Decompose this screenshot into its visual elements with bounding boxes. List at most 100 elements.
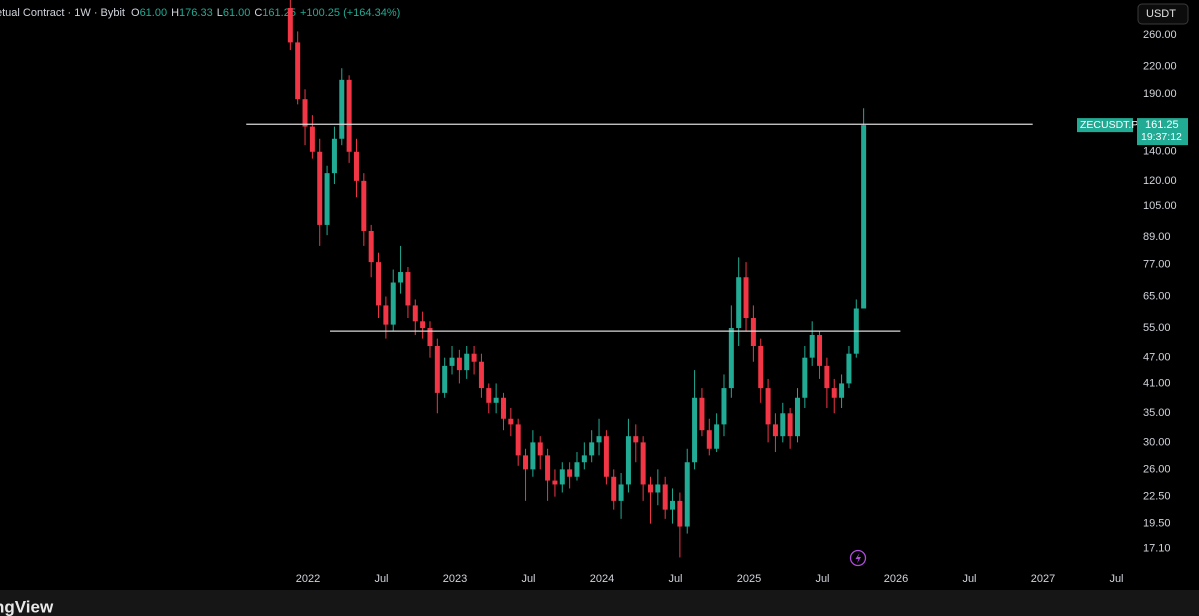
candle-body bbox=[390, 282, 396, 325]
candle-body bbox=[861, 125, 867, 309]
candle-body bbox=[618, 484, 624, 501]
x-tick-label: Jul bbox=[1109, 573, 1123, 585]
candle-body bbox=[545, 455, 551, 481]
y-tick-label: 140.00 bbox=[1143, 146, 1177, 158]
candle-body bbox=[295, 42, 301, 100]
candle-body bbox=[383, 305, 389, 325]
y-tick-label: 22.50 bbox=[1143, 491, 1171, 503]
ohlc-value: 176.33 bbox=[179, 7, 213, 19]
candle-body bbox=[493, 397, 499, 403]
footer bbox=[0, 590, 1199, 616]
candle-body bbox=[442, 365, 448, 393]
candle-body bbox=[353, 151, 359, 181]
candle-body bbox=[500, 397, 506, 419]
candle-body bbox=[780, 413, 786, 437]
candle-body bbox=[846, 353, 852, 384]
y-tick-label: 35.00 bbox=[1143, 407, 1171, 419]
candle-body bbox=[523, 455, 529, 470]
candle-body bbox=[434, 346, 440, 393]
x-tick-label: 2025 bbox=[737, 573, 761, 585]
y-tick-label: 190.00 bbox=[1143, 88, 1177, 100]
candle-body bbox=[677, 500, 683, 527]
candle-body bbox=[559, 469, 565, 485]
x-tick-label: 2027 bbox=[1031, 573, 1055, 585]
y-tick-label: 26.00 bbox=[1143, 463, 1171, 475]
candle-body bbox=[640, 442, 646, 485]
y-tick-label: 17.10 bbox=[1143, 542, 1171, 554]
ohlc-key: C bbox=[254, 7, 262, 19]
currency-button[interactable] bbox=[1137, 3, 1189, 25]
x-tick-label: 2023 bbox=[443, 573, 467, 585]
candle-body bbox=[456, 357, 462, 371]
price-tag-box bbox=[1137, 118, 1188, 146]
y-tick-label: 220.00 bbox=[1143, 60, 1177, 72]
ohlc-key: L bbox=[217, 7, 223, 19]
candle-body bbox=[309, 126, 315, 152]
ohlc-value: 61.00 bbox=[223, 7, 251, 19]
ohlc-key: O bbox=[131, 7, 140, 19]
alert-icon-bolt bbox=[855, 553, 861, 564]
symbol-info: etual Contract · 1W · Bybit bbox=[0, 7, 125, 19]
candle-body bbox=[839, 383, 845, 398]
candle-body bbox=[478, 361, 484, 389]
y-tick-label: 260.00 bbox=[1143, 29, 1177, 41]
candle-body bbox=[809, 335, 815, 358]
candle-body bbox=[508, 418, 514, 425]
candle-body bbox=[449, 357, 455, 366]
y-tick-label: 55.00 bbox=[1143, 322, 1171, 334]
x-tick-label: Jul bbox=[521, 573, 535, 585]
candle-body bbox=[405, 272, 411, 306]
y-tick-label: 41.00 bbox=[1143, 377, 1171, 389]
candle-body bbox=[368, 230, 374, 263]
x-tick-label: 2024 bbox=[590, 573, 614, 585]
candle-body bbox=[581, 455, 587, 463]
y-tick-label: 30.00 bbox=[1143, 436, 1171, 448]
alert-icon[interactable] bbox=[849, 549, 867, 567]
candle-body bbox=[427, 328, 433, 347]
candle-body bbox=[772, 424, 778, 437]
candle-body bbox=[346, 79, 352, 152]
candle-body bbox=[758, 346, 764, 389]
currency-label[interactable]: USDT bbox=[1146, 8, 1176, 20]
price-tag-symbol: ZECUSDT.P bbox=[1080, 119, 1138, 131]
candle-body bbox=[802, 357, 808, 398]
ohlc-key: H bbox=[171, 7, 179, 19]
y-tick-label: 19.50 bbox=[1143, 518, 1171, 530]
x-tick-label: 2022 bbox=[296, 573, 320, 585]
y-tick-label: 105.00 bbox=[1143, 200, 1177, 212]
y-tick-label: 89.00 bbox=[1143, 231, 1171, 243]
candle-body bbox=[633, 436, 639, 443]
candle-body bbox=[750, 318, 756, 347]
y-tick-label: 65.00 bbox=[1143, 290, 1171, 302]
candle-body bbox=[515, 424, 521, 456]
candle-body bbox=[692, 397, 698, 463]
candle-body bbox=[530, 442, 536, 470]
candle-body bbox=[684, 462, 690, 527]
ohlc-value: 161.25 bbox=[262, 7, 296, 19]
candle-body bbox=[317, 151, 323, 225]
x-tick-label: Jul bbox=[962, 573, 976, 585]
change: +100.25 (+164.34%) bbox=[300, 7, 400, 19]
candle-body bbox=[662, 484, 668, 510]
candle-body bbox=[464, 353, 470, 371]
x-tick-label: Jul bbox=[668, 573, 682, 585]
candle-body bbox=[743, 277, 749, 319]
candle-body bbox=[625, 436, 631, 485]
price-tag-symbol-box bbox=[1077, 118, 1133, 133]
y-tick-label: 47.00 bbox=[1143, 352, 1171, 364]
header: etual Contract · 1W · Bybit O 61.00 H176.33… bbox=[0, 7, 400, 19]
candle-body bbox=[302, 99, 308, 127]
candle-body bbox=[398, 272, 404, 283]
x-tick-label: 2026 bbox=[884, 573, 908, 585]
candle-body bbox=[324, 173, 330, 225]
candle-body bbox=[471, 353, 477, 362]
candle-body bbox=[339, 79, 345, 139]
candle-body bbox=[655, 484, 661, 493]
candle-body bbox=[412, 305, 418, 322]
candle-body bbox=[611, 476, 617, 501]
price-tag-countdown: 19:37:12 bbox=[1141, 131, 1182, 143]
candle-body bbox=[552, 480, 558, 485]
candle-body bbox=[361, 180, 367, 231]
